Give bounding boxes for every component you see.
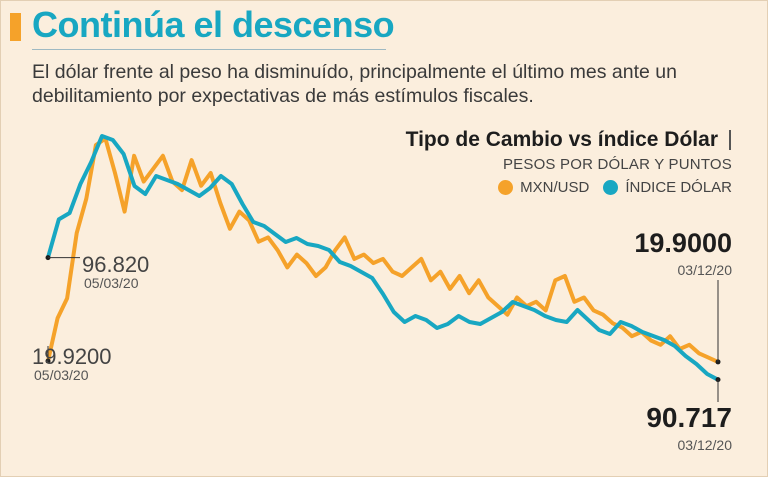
legend-label-dxy: ÍNDICE DÓLAR [625, 179, 732, 196]
legend-swatch-mxn [498, 180, 514, 195]
title-rule [32, 49, 386, 50]
dxy-start-date: 05/03/20 [84, 275, 139, 291]
legend: MXN/USD ÍNDICE DÓLAR [498, 179, 732, 196]
dxy-end-date: 03/12/20 [677, 437, 733, 453]
marker-layer [45, 255, 721, 402]
series-line-mxn-usd [46, 136, 720, 364]
legend-units: PESOS POR DÓLAR Y PUNTOS [502, 156, 732, 173]
mxn-start-value: 19.9200 [32, 344, 112, 369]
page-title: Continúa el descenso [32, 4, 395, 45]
legend-label-mxn: MXN/USD [520, 179, 590, 196]
legend-swatch-dxy [603, 180, 619, 195]
mxn-end-value: 19.9000 [634, 228, 732, 258]
title-accent-bar [10, 13, 21, 41]
legend-divider [729, 130, 731, 150]
series-layer [46, 134, 720, 382]
dxy-end-value: 90.717 [646, 402, 732, 433]
series-line-indice-dolar [46, 134, 720, 382]
dxy-start-value: 96.820 [82, 252, 150, 277]
mxn-end-date: 03/12/20 [677, 262, 733, 278]
mxn-start-date: 05/03/20 [34, 367, 89, 383]
subtitle: El dólar frente al peso ha disminuído, p… [32, 61, 677, 107]
legend-title: Tipo de Cambio vs índice Dólar [405, 128, 718, 151]
